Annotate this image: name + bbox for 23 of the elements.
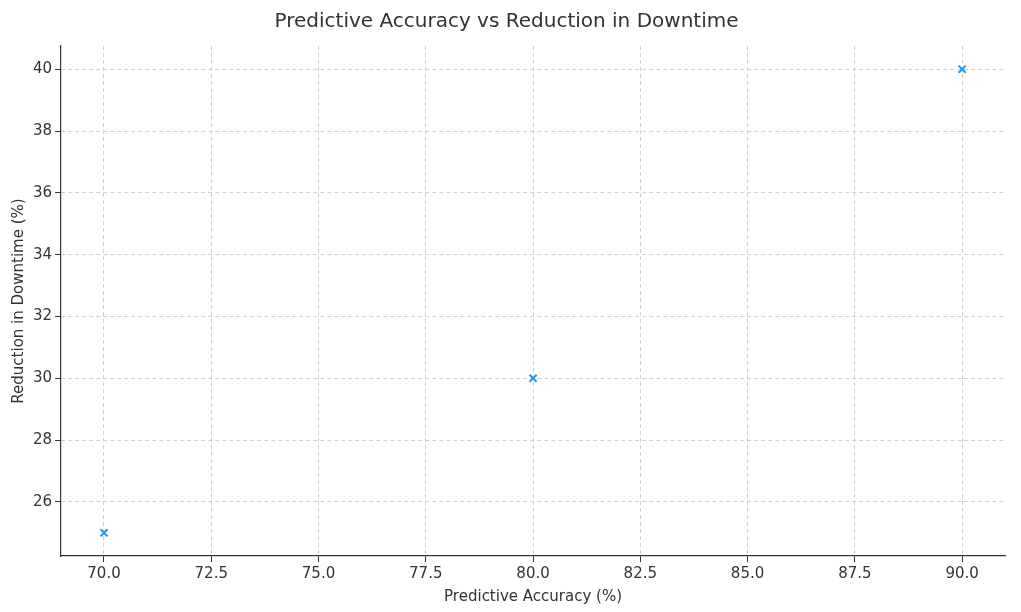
y-tick-label: 34 xyxy=(32,244,53,263)
y-tick-label: 40 xyxy=(32,59,53,78)
x-tick-label: 82.5 xyxy=(623,563,658,582)
y-tick-label: 36 xyxy=(32,182,53,201)
y-tick-label: 26 xyxy=(32,491,53,510)
y-tick-label: 38 xyxy=(32,120,53,139)
point xyxy=(99,528,109,538)
x-tick-label: 85.0 xyxy=(730,563,765,582)
y-axis-title: Reduction in Downtime (%) xyxy=(8,198,27,404)
x-tick-label: 80.0 xyxy=(516,563,550,582)
x-tick-label: 77.5 xyxy=(409,563,443,582)
point xyxy=(528,373,538,383)
point xyxy=(957,64,967,74)
x-axis-title: Predictive Accuracy (%) xyxy=(444,586,622,605)
y-tick-label: 28 xyxy=(32,429,53,448)
x-tick-label: 90.0 xyxy=(945,563,979,582)
x-tick-label: 75.0 xyxy=(301,563,336,582)
x-tick-label: 87.5 xyxy=(838,563,872,582)
y-tick-label: 30 xyxy=(32,368,53,387)
chart-title: Predictive Accuracy vs Reduction in Downtime xyxy=(274,8,739,33)
x-tick-label: 70.0 xyxy=(87,563,121,582)
x-tick-label: 72.5 xyxy=(194,563,228,582)
y-tick-label: 32 xyxy=(32,306,53,325)
